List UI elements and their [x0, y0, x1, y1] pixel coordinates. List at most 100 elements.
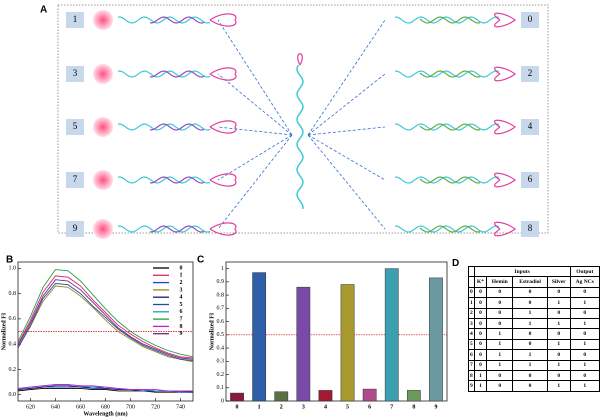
- strand-label: 7: [73, 174, 78, 184]
- label-box: [66, 172, 84, 188]
- hairpin: [209, 13, 237, 27]
- table-cell: 0: [486, 317, 514, 330]
- arrow: [307, 73, 386, 136]
- strand-label: 1: [73, 14, 78, 24]
- y-tick-label: 0.7: [217, 306, 225, 312]
- arrow: [307, 19, 386, 136]
- arrow: [217, 134, 293, 230]
- table-cell: 0: [512, 380, 548, 392]
- strand-label: 8: [528, 223, 533, 233]
- table-cell: Silver: [546, 276, 571, 288]
- panel-label: A: [40, 5, 47, 16]
- label-box: [66, 12, 84, 28]
- table-cell: 1: [546, 380, 571, 392]
- y-tick-label: 0.9: [217, 279, 225, 285]
- bar: [429, 277, 443, 402]
- bar: [252, 272, 267, 402]
- y-tick-label: 0.6: [217, 319, 225, 325]
- y-axis-label: Normalized FI: [209, 312, 215, 350]
- strand-label: 2: [528, 68, 533, 78]
- table-cell: 0: [486, 297, 514, 309]
- y-tick-label: 1: [221, 266, 224, 272]
- hairpin: [209, 222, 237, 236]
- legend-label: 6: [180, 309, 183, 315]
- table-cell: 1: [512, 317, 548, 330]
- table-cell: 1: [473, 380, 488, 392]
- x-tick-label: 4: [324, 404, 327, 410]
- central-strand: [296, 64, 304, 210]
- table-row: K⁺ Hemin Estradiol Silver Ag NCs: [468, 276, 601, 288]
- legend-label: 2: [180, 280, 183, 286]
- table-cell: 0: [512, 328, 548, 340]
- bar: [318, 390, 333, 402]
- panel-a-frame: [57, 4, 549, 234]
- legend-label: 8: [180, 324, 183, 330]
- table-cell: Inputs: [473, 265, 571, 278]
- spectrum-line: [17, 384, 193, 392]
- table-cell: 1: [546, 338, 571, 351]
- table-cell: 1: [512, 349, 548, 361]
- hairpin: [494, 172, 516, 188]
- table-cell: 1: [546, 297, 571, 309]
- legend-label: 9: [180, 331, 183, 337]
- y-tick-label: 0.8: [217, 292, 225, 298]
- table-row: Inputs Output: [468, 265, 601, 278]
- table-cell: Output: [569, 265, 601, 278]
- table-cell: 0: [486, 369, 514, 382]
- table-cell: 1: [569, 359, 601, 371]
- plot-frame: [225, 261, 448, 402]
- hairpin: [209, 120, 237, 134]
- dna-strand: [419, 70, 481, 78]
- y-tick-label: 0.3: [217, 359, 225, 365]
- table-cell: 0: [546, 369, 571, 382]
- strand-label: 6: [528, 174, 533, 184]
- bar: [362, 388, 377, 402]
- strand-label: 5: [73, 121, 78, 131]
- hairpin: [494, 221, 516, 237]
- table-cell: 1: [512, 307, 548, 319]
- strand-label: 0: [528, 14, 533, 24]
- table-cell: Hemin: [486, 276, 514, 288]
- bar: [230, 392, 244, 402]
- silver-cluster: [93, 117, 113, 137]
- spectrum-line: [17, 275, 194, 359]
- table-cell: 0: [473, 307, 488, 319]
- table-cell: 0: [473, 359, 488, 371]
- table-cell: 1: [569, 338, 601, 351]
- legend-label: 7: [180, 316, 183, 322]
- label-box: [66, 119, 84, 135]
- table-cell: 1: [486, 338, 514, 351]
- y-tick-label: 0.4: [217, 345, 225, 351]
- label-box: [521, 66, 539, 82]
- label-box: [66, 66, 84, 82]
- table-cell: K⁺: [473, 276, 488, 288]
- arrow: [307, 126, 386, 136]
- strand-label: 4: [528, 121, 533, 131]
- table-cell: 0: [473, 286, 488, 299]
- spectrum-line: [17, 285, 194, 363]
- hairpin: [494, 12, 516, 28]
- table-cell: 1: [486, 328, 514, 340]
- dna-strand: [117, 16, 211, 24]
- x-tick-label: 700: [126, 404, 135, 410]
- arrow: [217, 73, 293, 136]
- hairpin: [494, 119, 516, 135]
- table-cell: 1: [569, 380, 601, 392]
- y-tick-label: 0.1: [217, 385, 225, 391]
- table-cell: 0: [486, 380, 514, 392]
- bar: [340, 284, 355, 402]
- dna-strand: [395, 16, 500, 24]
- dna-strand: [395, 225, 500, 233]
- y-tick-label: 0.8: [9, 291, 17, 297]
- x-tick-label: 3: [302, 404, 305, 410]
- truth-table: Inputs Output K⁺ Hemin Estradiol Silver Ag NCs…: [468, 265, 601, 392]
- y-tick-label: 1.0: [9, 266, 17, 272]
- table-cell: Ag NCs: [569, 276, 601, 288]
